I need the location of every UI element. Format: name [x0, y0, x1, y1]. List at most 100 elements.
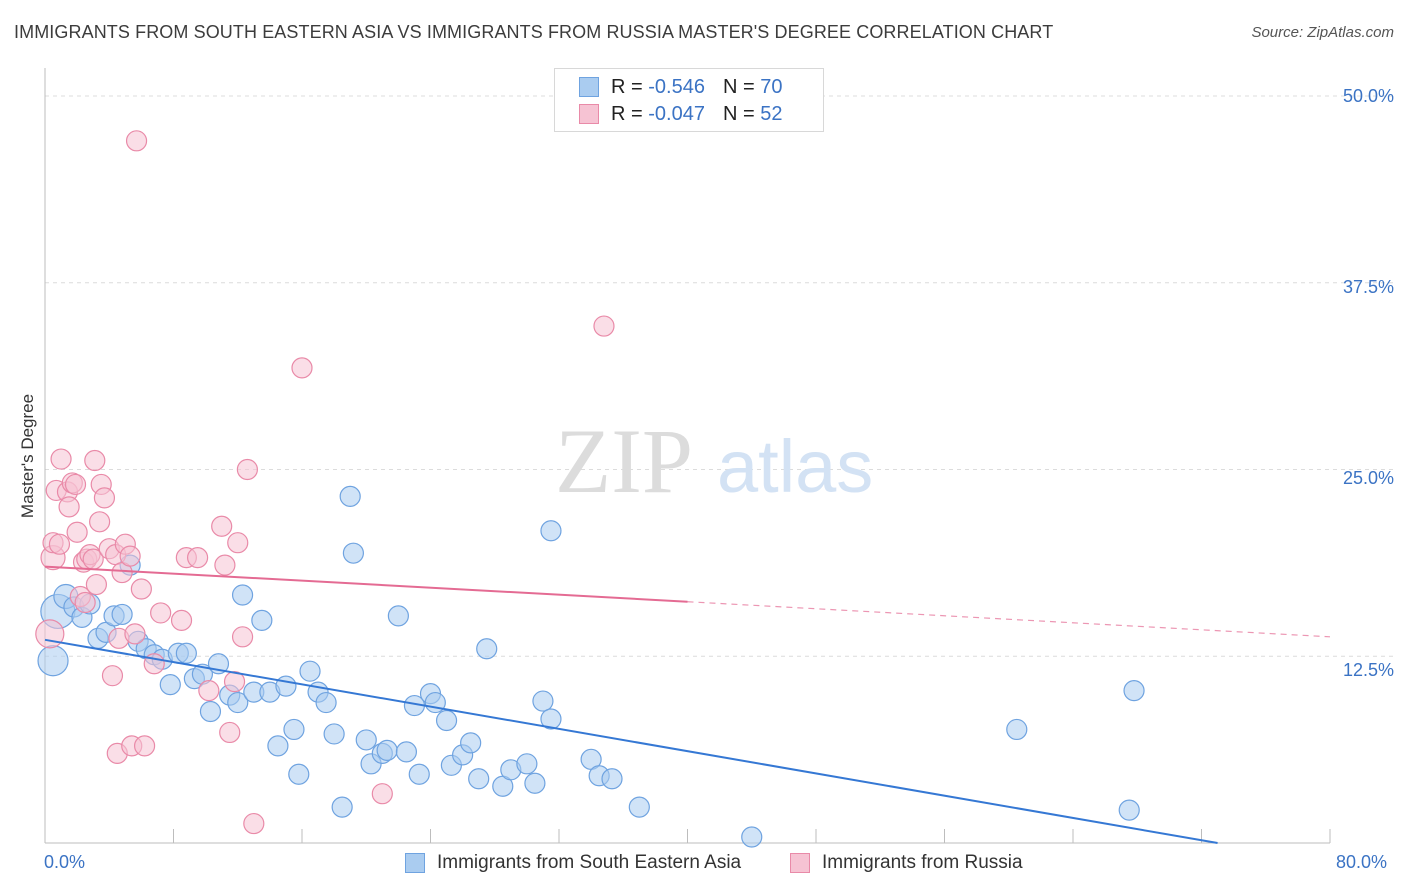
point-russia [130, 578, 152, 600]
point-south-eastern-asia [516, 753, 538, 775]
trend-lines [44, 565, 1331, 844]
point-south-eastern-asia [387, 605, 409, 627]
point-south-eastern-asia [1118, 799, 1140, 821]
trend-line-russia [44, 565, 688, 603]
legend-swatch-sea [579, 77, 599, 97]
point-russia [150, 602, 172, 624]
point-russia [219, 721, 241, 744]
point-russia [170, 609, 193, 631]
point-russia [371, 783, 393, 805]
point-russia [84, 449, 106, 472]
scatter-points [35, 130, 1145, 848]
source-label: Source: ZipAtlas.com [1251, 24, 1394, 41]
y-axis-label: Master's Degree [18, 393, 37, 519]
point-south-eastern-asia [741, 826, 763, 848]
y-tick-label: 12.5% [1342, 660, 1394, 680]
point-russia [593, 315, 615, 337]
legend-swatch-sea [405, 853, 425, 873]
point-south-eastern-asia [251, 609, 273, 631]
point-south-eastern-asia [468, 768, 490, 790]
watermark-zip: ZIP [555, 410, 693, 512]
y-tick-label: 25.0% [1342, 468, 1394, 488]
point-south-eastern-asia [339, 485, 361, 507]
point-south-eastern-asia [299, 660, 321, 682]
point-south-eastern-asia [435, 709, 458, 732]
point-south-eastern-asia [628, 796, 650, 818]
point-russia [66, 521, 88, 543]
point-south-eastern-asia [355, 729, 377, 751]
point-russia [50, 448, 72, 470]
point-south-eastern-asia [288, 763, 310, 785]
point-russia [125, 130, 148, 152]
point-south-eastern-asia [315, 691, 337, 714]
point-russia [231, 626, 254, 648]
r-label: R = [611, 102, 649, 125]
r-value: -0.047 [648, 102, 705, 125]
point-south-eastern-asia [601, 768, 623, 790]
point-russia [236, 458, 258, 481]
point-south-eastern-asia [283, 718, 305, 741]
point-south-eastern-asia [331, 796, 353, 818]
point-south-eastern-asia [323, 723, 345, 745]
point-russia [58, 496, 80, 518]
point-russia [186, 547, 209, 569]
point-russia [291, 357, 313, 379]
trend-line-russia-extension [687, 601, 1331, 638]
legend-item-sea[interactable]: Immigrants from South Eastern Asia [405, 852, 741, 874]
legend-swatch-russia [579, 104, 599, 124]
point-russia [64, 473, 87, 496]
point-russia [198, 680, 220, 702]
x-tick-label: 80.0% [1336, 852, 1388, 872]
point-south-eastern-asia [532, 690, 554, 712]
legend-swatch-russia [790, 853, 810, 873]
legend-label-sea: Immigrants from South Eastern Asia [437, 852, 742, 873]
r-value: -0.546 [648, 75, 705, 98]
watermark-atlas: atlas [717, 425, 873, 508]
point-russia [85, 573, 108, 596]
stats-row-sea: R = -0.546 N = 70 [579, 75, 782, 99]
point-south-eastern-asia [1006, 718, 1028, 741]
point-russia [48, 533, 71, 555]
point-south-eastern-asia [275, 675, 297, 697]
point-south-eastern-asia [376, 739, 398, 761]
n-label: N = [722, 75, 761, 98]
point-south-eastern-asia [227, 691, 249, 714]
point-south-eastern-asia [231, 584, 254, 606]
point-south-eastern-asia [395, 741, 418, 763]
x-tick-label: 0.0% [44, 852, 86, 872]
point-south-eastern-asia [540, 708, 562, 730]
n-value: 52 [760, 102, 783, 125]
point-south-eastern-asia [267, 735, 289, 757]
point-south-eastern-asia [476, 638, 498, 660]
point-russia [243, 812, 265, 835]
point-russia [214, 554, 236, 576]
gridlines [45, 95, 1395, 657]
point-south-eastern-asia [199, 700, 222, 723]
point-south-eastern-asia [159, 674, 181, 696]
legend-item-russia[interactable]: Immigrants from Russia [790, 852, 1023, 874]
point-russia [211, 515, 233, 537]
point-south-eastern-asia [460, 732, 482, 754]
r-label: R = [611, 75, 649, 98]
chart-title: IMMIGRANTS FROM SOUTH EASTERN ASIA VS IM… [14, 22, 1054, 42]
point-russia [89, 511, 111, 533]
trend-line-south-eastern-asia [44, 638, 1218, 844]
stats-row-russia: R = -0.047 N = 52 [579, 102, 782, 126]
point-south-eastern-asia [342, 542, 364, 564]
point-russia [119, 545, 141, 567]
point-russia [124, 623, 146, 645]
point-russia [93, 487, 116, 509]
point-russia [101, 665, 124, 687]
point-russia [133, 735, 156, 757]
point-south-eastern-asia [1123, 680, 1145, 702]
point-russia [74, 591, 96, 614]
y-tick-label: 50.0% [1342, 86, 1394, 106]
y-tick-label: 37.5% [1342, 277, 1394, 297]
point-south-eastern-asia [408, 763, 430, 785]
point-south-eastern-asia [175, 642, 197, 664]
stats-legend: R = -0.546 N = 70 R = -0.047 N = 52 [554, 68, 824, 132]
point-south-eastern-asia [37, 645, 69, 677]
point-south-eastern-asia [524, 772, 546, 794]
legend-label-russia: Immigrants from Russia [822, 852, 1023, 873]
